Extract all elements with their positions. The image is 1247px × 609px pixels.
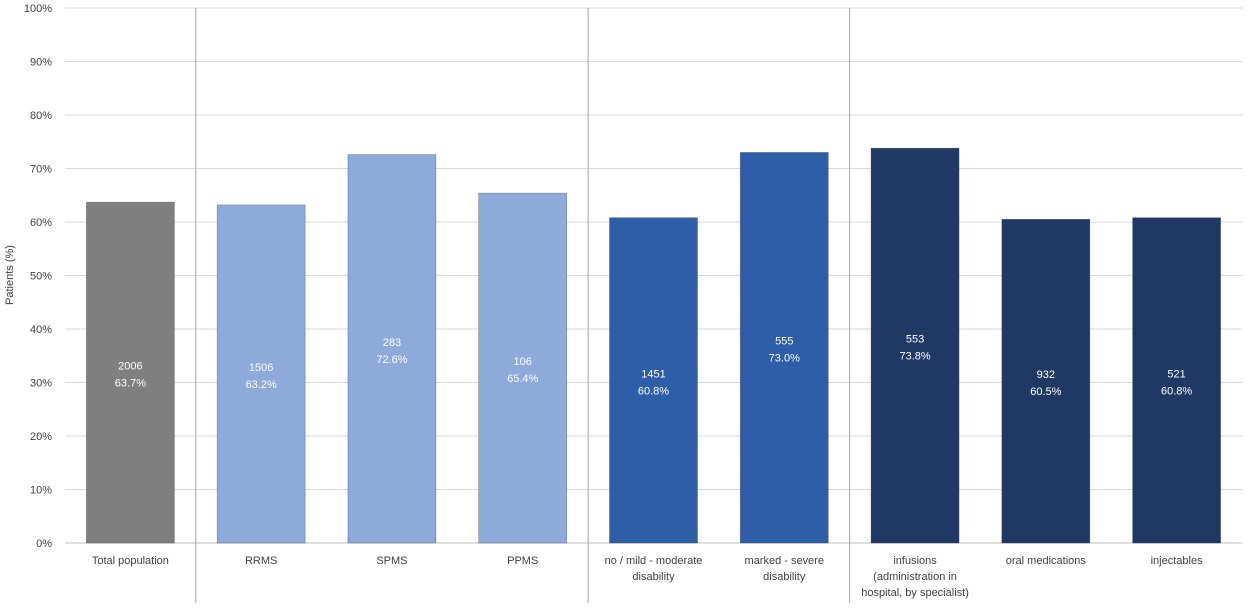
- bar-percent-label: 73.0%: [769, 353, 800, 365]
- x-category-line: disability: [632, 571, 675, 583]
- x-category-line: marked - severe: [745, 555, 824, 567]
- x-axis-categories: Total population RRMS SPMS PPMS no / mild - …: [92, 555, 1203, 599]
- bar-percent-label: 60.5%: [1030, 386, 1061, 398]
- y-tick-label: 20%: [30, 431, 52, 443]
- bar-count-label: 106: [514, 356, 532, 368]
- data-labels: 2006 63.7% 1506 63.2% 283 72.6% 106 65.4% 1451 60…: [115, 334, 1193, 399]
- bar: [609, 217, 698, 544]
- bar-count-label: 2006: [118, 361, 142, 373]
- x-category-line: (administration in: [873, 571, 957, 583]
- y-tick-label: 100%: [24, 3, 52, 15]
- x-category-line: oral medications: [1006, 555, 1087, 567]
- y-tick-label: 30%: [30, 378, 52, 390]
- bar: [86, 201, 175, 544]
- bar: [1132, 217, 1221, 544]
- y-axis-ticks: 0% 10% 20% 30% 40% 50% 60% 70% 80% 90% 100%: [24, 3, 52, 550]
- x-category-line: PPMS: [507, 555, 538, 567]
- bar-count-label: 553: [906, 334, 924, 346]
- x-category-label: SPMS: [376, 555, 407, 567]
- bar: [1001, 219, 1091, 544]
- bar-percent-label: 63.2%: [246, 379, 277, 391]
- y-tick-label: 10%: [30, 485, 52, 497]
- y-tick-label: 90%: [30, 57, 52, 69]
- x-category-line: hospital, by specialist): [861, 587, 969, 599]
- bar-count-label: 555: [775, 336, 793, 348]
- x-category-label: marked - severe disability: [745, 555, 824, 583]
- x-category-line: no / mild - moderate: [605, 555, 703, 567]
- bar-percent-label: 65.4%: [507, 373, 538, 385]
- bar-percent-label: 63.7%: [115, 378, 146, 390]
- bar: [347, 154, 437, 544]
- y-tick-label: 70%: [30, 164, 52, 176]
- x-category-line: Total population: [92, 555, 169, 567]
- bar-count-label: 1451: [641, 368, 665, 380]
- bar-percent-label: 60.8%: [1161, 385, 1192, 397]
- x-category-label: oral medications: [1006, 555, 1087, 567]
- x-category-label: injectables: [1151, 555, 1203, 567]
- bar-count-label: 932: [1037, 369, 1055, 381]
- y-axis-title: Patients (%): [4, 245, 16, 305]
- bar: [739, 152, 829, 544]
- bar: [478, 192, 568, 544]
- y-tick-label: 0%: [36, 538, 52, 550]
- x-category-label: infusions (administration in hospital, by …: [861, 555, 969, 599]
- y-tick-label: 60%: [30, 217, 52, 229]
- y-tick-label: 40%: [30, 324, 52, 336]
- y-tick-label: 80%: [30, 110, 52, 122]
- x-category-label: PPMS: [507, 555, 538, 567]
- x-category-line: disability: [763, 571, 806, 583]
- x-category-label: RRMS: [245, 555, 277, 567]
- bar: [870, 147, 960, 544]
- group-separators: [195, 8, 851, 603]
- x-category-line: injectables: [1151, 555, 1203, 567]
- bars: [86, 147, 1221, 544]
- bar: [216, 204, 306, 544]
- x-category-label: no / mild - moderate disability: [605, 555, 703, 583]
- bar-percent-label: 72.6%: [376, 354, 407, 366]
- x-category-line: RRMS: [245, 555, 277, 567]
- x-category-label: Total population: [92, 555, 169, 567]
- bar-percent-label: 60.8%: [638, 385, 669, 397]
- x-category-line: SPMS: [376, 555, 407, 567]
- bar-count-label: 521: [1167, 368, 1185, 380]
- bar-count-label: 1506: [249, 362, 273, 374]
- x-category-line: infusions: [893, 555, 937, 567]
- bar-percent-label: 73.8%: [899, 351, 930, 363]
- bar-count-label: 283: [383, 337, 401, 349]
- y-tick-label: 50%: [30, 271, 52, 283]
